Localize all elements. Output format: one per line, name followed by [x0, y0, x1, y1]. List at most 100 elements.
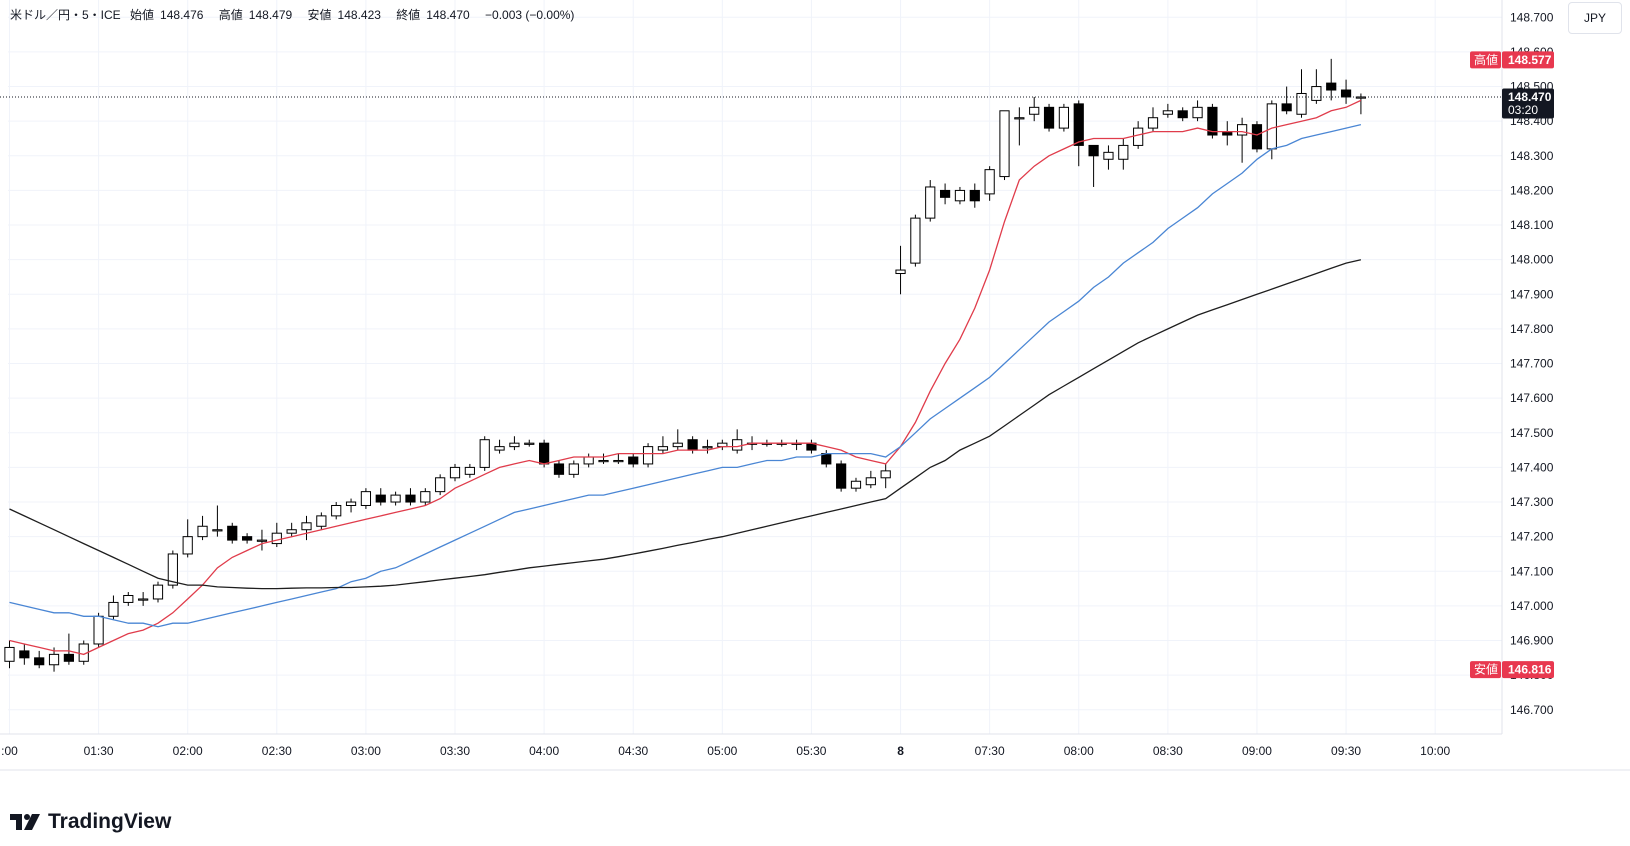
candle-down	[63, 653, 74, 662]
candle-up	[494, 446, 505, 451]
candle-down	[687, 439, 698, 451]
y-tick-label: 147.600	[1510, 391, 1554, 405]
low-badge-value: 146.816	[1508, 663, 1552, 677]
tradingview-logo[interactable]: TradingView	[10, 810, 171, 834]
candle-down	[375, 494, 386, 503]
candle-down	[34, 657, 45, 666]
candle-up	[345, 501, 357, 506]
change-value: −0.003 (−0.00%)	[485, 8, 575, 22]
candle-up	[1296, 92, 1307, 115]
open-value: 始値 148.476	[130, 8, 204, 22]
candle-up	[509, 442, 520, 448]
candle-up	[1237, 124, 1248, 136]
y-tick-label: 147.100	[1510, 564, 1554, 578]
high-badge-value: 148.577	[1508, 53, 1552, 67]
x-tick-label: 01:30	[84, 744, 114, 758]
currency-button[interactable]: JPY	[1568, 2, 1622, 34]
high-badge-label: 高値	[1474, 52, 1498, 67]
x-tick-label: 05:00	[707, 744, 737, 758]
candle-up	[182, 536, 193, 555]
y-tick-label: 148.000	[1510, 253, 1554, 267]
candle-down	[19, 650, 30, 659]
axes: 148.700148.600148.500148.400148.300148.2…	[0, 0, 1630, 771]
candle-up	[256, 539, 268, 542]
candle-down	[1251, 124, 1263, 150]
candle-down	[1043, 106, 1055, 129]
high-badge-label-box	[1470, 51, 1501, 69]
candle-down	[1177, 110, 1188, 119]
candle-up	[865, 477, 876, 486]
candle-down	[1340, 89, 1352, 98]
ma-line-ma-mid	[9, 123, 1362, 628]
candle-up	[123, 595, 134, 603]
candle-down	[405, 494, 416, 503]
candle-down	[969, 189, 980, 202]
candle-up	[568, 463, 579, 475]
y-tick-label: 148.700	[1510, 10, 1554, 24]
symbol-name[interactable]: 米ドル／円・5・ICE	[10, 8, 121, 22]
y-tick-label: 146.900	[1510, 634, 1554, 648]
candle-up	[271, 532, 282, 545]
candle-down	[821, 453, 832, 465]
candle-up	[1014, 117, 1025, 120]
candle-up	[925, 186, 936, 219]
candle-up	[613, 459, 624, 463]
candle-up	[1133, 127, 1144, 146]
candle-up	[301, 522, 312, 531]
candle-up	[598, 459, 609, 463]
candle-up	[435, 477, 446, 493]
candle-up	[1162, 110, 1173, 115]
y-tick-label: 147.700	[1510, 357, 1554, 371]
last-price-badge-box	[1502, 88, 1554, 119]
high-badge-box	[1502, 51, 1554, 69]
candle-up	[984, 169, 995, 195]
y-tick-label: 147.000	[1510, 599, 1554, 613]
x-tick-label: 07:30	[975, 744, 1005, 758]
x-tick-label: 8	[897, 744, 904, 758]
y-tick-label: 147.200	[1510, 530, 1554, 544]
candle-down	[227, 525, 238, 541]
candle-up	[449, 466, 461, 479]
candle-up	[850, 480, 862, 489]
candles	[4, 58, 1367, 672]
candle-up	[732, 439, 743, 451]
candle-up	[479, 439, 490, 468]
candle-up	[1311, 86, 1322, 101]
candle-up	[895, 269, 906, 275]
x-tick-label: 09:30	[1331, 744, 1361, 758]
x-tick-label: 02:30	[262, 744, 292, 758]
y-tick-label: 147.900	[1510, 287, 1554, 301]
x-tick-label: :00	[1, 744, 18, 758]
grid	[8, 0, 1502, 734]
x-tick-label: 04:30	[618, 744, 648, 758]
candle-up	[212, 529, 223, 532]
candle-up	[152, 584, 164, 600]
x-tick-label: 08:30	[1153, 744, 1183, 758]
ma-line-ma-short	[9, 99, 1362, 656]
last-price-badge-value: 03:20	[1508, 103, 1538, 117]
candle-up	[880, 470, 891, 479]
candle-up	[1147, 117, 1159, 129]
candle-up	[1118, 144, 1129, 160]
low-value: 安値 148.423	[307, 8, 381, 22]
candle-down	[539, 442, 550, 465]
candle-up	[910, 217, 921, 264]
candle-up	[138, 598, 149, 601]
candle-up	[999, 110, 1010, 178]
x-tick-label: 05:30	[796, 744, 826, 758]
tradingview-logo-icon	[10, 814, 40, 830]
y-tick-label: 147.800	[1510, 322, 1554, 336]
y-tick-label: 148.300	[1510, 149, 1554, 163]
candle-up	[524, 442, 535, 445]
candle-up	[464, 466, 475, 475]
moving-averages	[9, 99, 1362, 656]
candle-down	[628, 456, 639, 465]
candle-down	[939, 189, 951, 198]
candle-down	[1326, 82, 1337, 91]
candle-down	[1207, 106, 1218, 136]
x-tick-label: 08:00	[1064, 744, 1094, 758]
x-tick-label: 03:30	[440, 744, 470, 758]
y-tick-label: 148.200	[1510, 183, 1554, 197]
candle-up	[672, 442, 683, 448]
